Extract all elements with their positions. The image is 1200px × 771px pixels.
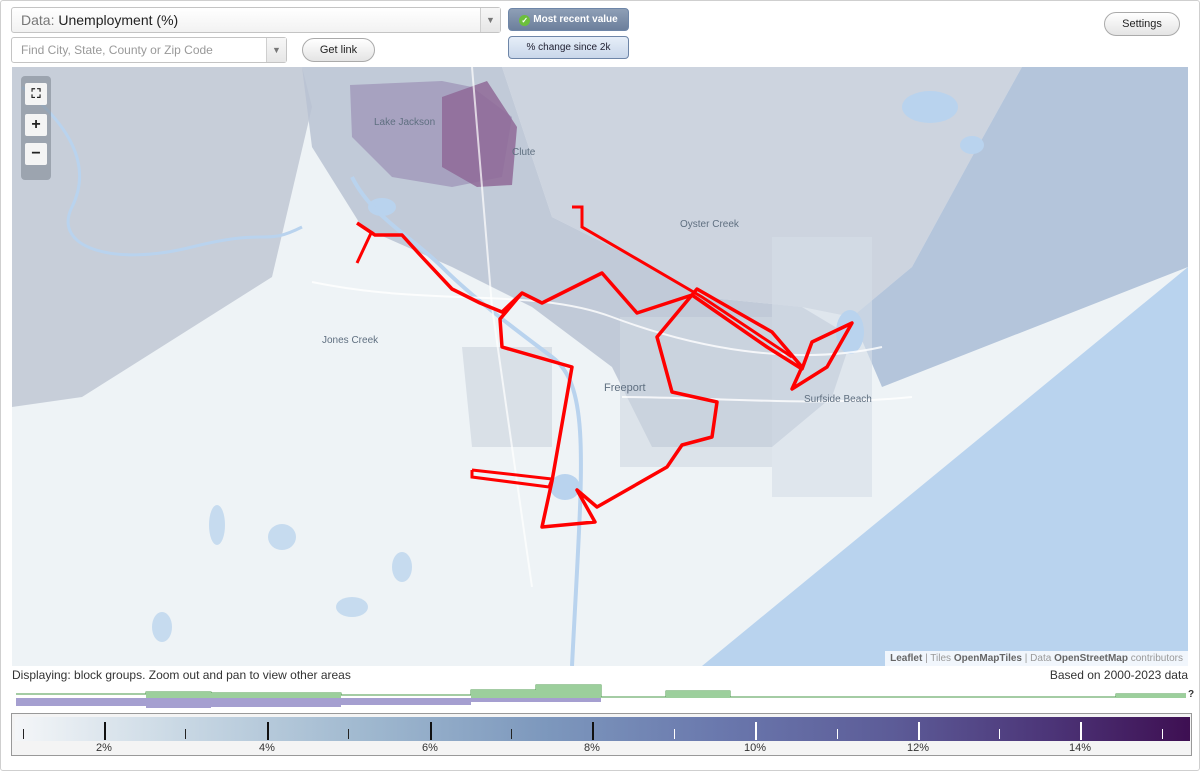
location-search-input[interactable]: Find City, State, County or Zip Code ▼ [11, 37, 287, 63]
map-label-jones-creek: Jones Creek [322, 335, 379, 346]
legend-major-tick [592, 722, 594, 740]
legend-major-tick [267, 722, 269, 740]
chevron-down-icon[interactable]: ▼ [480, 8, 500, 32]
fullscreen-icon[interactable]: ⛶ [25, 83, 47, 105]
pond-shape [336, 597, 368, 617]
search-dropdown-icon[interactable]: ▼ [266, 38, 286, 62]
zoom-out-button[interactable]: − [25, 143, 47, 165]
surfside-block [772, 237, 872, 497]
legend-minor-tick [23, 729, 24, 739]
pond-shape [960, 136, 984, 154]
river [21, 85, 303, 257]
osm-link[interactable]: OpenStreetMap [1054, 653, 1128, 664]
road [621, 396, 913, 403]
legend-minor-tick [348, 729, 349, 739]
legend-major-tick [1080, 722, 1082, 740]
pct-change-toggle[interactable]: % change since 2k [508, 36, 629, 59]
zoom-control: ⛶ + − [21, 76, 51, 180]
pond-shape [836, 310, 864, 354]
color-legend: 2% 4% 6% 8% 10% 12% 14% [11, 713, 1192, 756]
legend-major-tick [104, 722, 106, 740]
legend-major-tick [430, 722, 432, 740]
map-canvas [12, 67, 1188, 666]
distribution-histogram [16, 684, 1186, 708]
legend-label: 8% [584, 742, 600, 754]
pond-shape [209, 505, 225, 545]
contributors-text: contributors [1130, 653, 1183, 664]
displaying-status: Displaying: block groups. Zoom out and p… [12, 668, 351, 682]
legend-gradient [15, 717, 1190, 741]
pond-shape [550, 474, 580, 500]
leaflet-link[interactable]: Leaflet [890, 653, 923, 664]
map-label-oyster-creek: Oyster Creek [680, 219, 739, 230]
most-recent-value-toggle[interactable]: ✓ Most recent value [508, 8, 629, 31]
hist-bar-regional [536, 685, 601, 698]
legend-minor-tick [1162, 729, 1163, 739]
data-select[interactable]: Data: Unemployment (%) ▼ [11, 7, 501, 33]
pond-shape [152, 612, 172, 642]
hist-bar-local [341, 698, 471, 705]
clute-block-group [442, 81, 517, 187]
legend-minor-tick [837, 729, 838, 739]
most-recent-label: Most recent value [533, 14, 618, 25]
freeport-industrial-area [462, 347, 552, 447]
map-label-freeport: Freeport [604, 382, 646, 394]
get-link-button[interactable]: Get link [302, 38, 375, 62]
legend-label: 2% [96, 742, 112, 754]
map-label-clute: Clute [512, 147, 536, 158]
legend-minor-tick [999, 729, 1000, 739]
tiles-prefix: | Tiles [925, 653, 952, 664]
data-range-status: Based on 2000-2023 data [1049, 668, 1188, 682]
legend-major-tick [755, 722, 757, 740]
selected-region-canal [355, 230, 374, 264]
map-view[interactable]: Lake Jackson Clute Oyster Creek Jones Cr… [12, 67, 1188, 666]
legend-label: 4% [259, 742, 275, 754]
openmaptiles-link[interactable]: OpenMapTiles [953, 653, 1022, 664]
map-label-surfside-beach: Surfside Beach [804, 394, 872, 405]
legend-label: 12% [906, 742, 930, 754]
pond-shape [268, 524, 296, 550]
legend-label: 6% [422, 742, 438, 754]
hist-bar-local [146, 698, 211, 708]
hist-bar-regional [666, 691, 730, 698]
lake-shape [902, 91, 958, 123]
data-select-value: Unemployment (%) [58, 12, 179, 28]
histogram-help[interactable]: ? [1188, 689, 1195, 700]
data-prefix: | Data [1024, 653, 1052, 664]
hist-bar-local [16, 698, 146, 706]
legend-label: 10% [743, 742, 767, 754]
selected-region-canal [572, 205, 793, 359]
hist-bar-local [471, 698, 601, 702]
legend-label: 14% [1068, 742, 1092, 754]
data-select-prefix: Data: [21, 12, 55, 28]
zoom-in-button[interactable]: + [25, 114, 47, 136]
settings-button[interactable]: Settings [1104, 12, 1180, 36]
hist-bar-regional [146, 692, 211, 698]
selected-region-outline [356, 221, 854, 529]
coast-block-group [852, 67, 1188, 387]
legend-minor-tick [185, 729, 186, 739]
legend-major-tick [918, 722, 920, 740]
hist-bar-regional [211, 693, 341, 698]
map-label-lake-jackson: Lake Jackson [374, 117, 436, 128]
pond-shape [392, 552, 412, 582]
legend-minor-tick [511, 729, 512, 739]
map-attribution: Leaflet | Tiles OpenMapTiles | Data Open… [885, 651, 1188, 666]
selected-region-canal [470, 468, 555, 489]
west-block-group [12, 67, 312, 407]
hist-bar-regional [471, 690, 536, 698]
hist-bar-local [211, 698, 341, 707]
freeport-south-block [620, 317, 772, 467]
check-icon: ✓ [519, 15, 531, 26]
search-placeholder: Find City, State, County or Zip Code [21, 43, 213, 57]
legend-minor-tick [674, 729, 675, 739]
hist-bar-regional [1116, 694, 1186, 698]
gulf-water [702, 267, 1188, 666]
